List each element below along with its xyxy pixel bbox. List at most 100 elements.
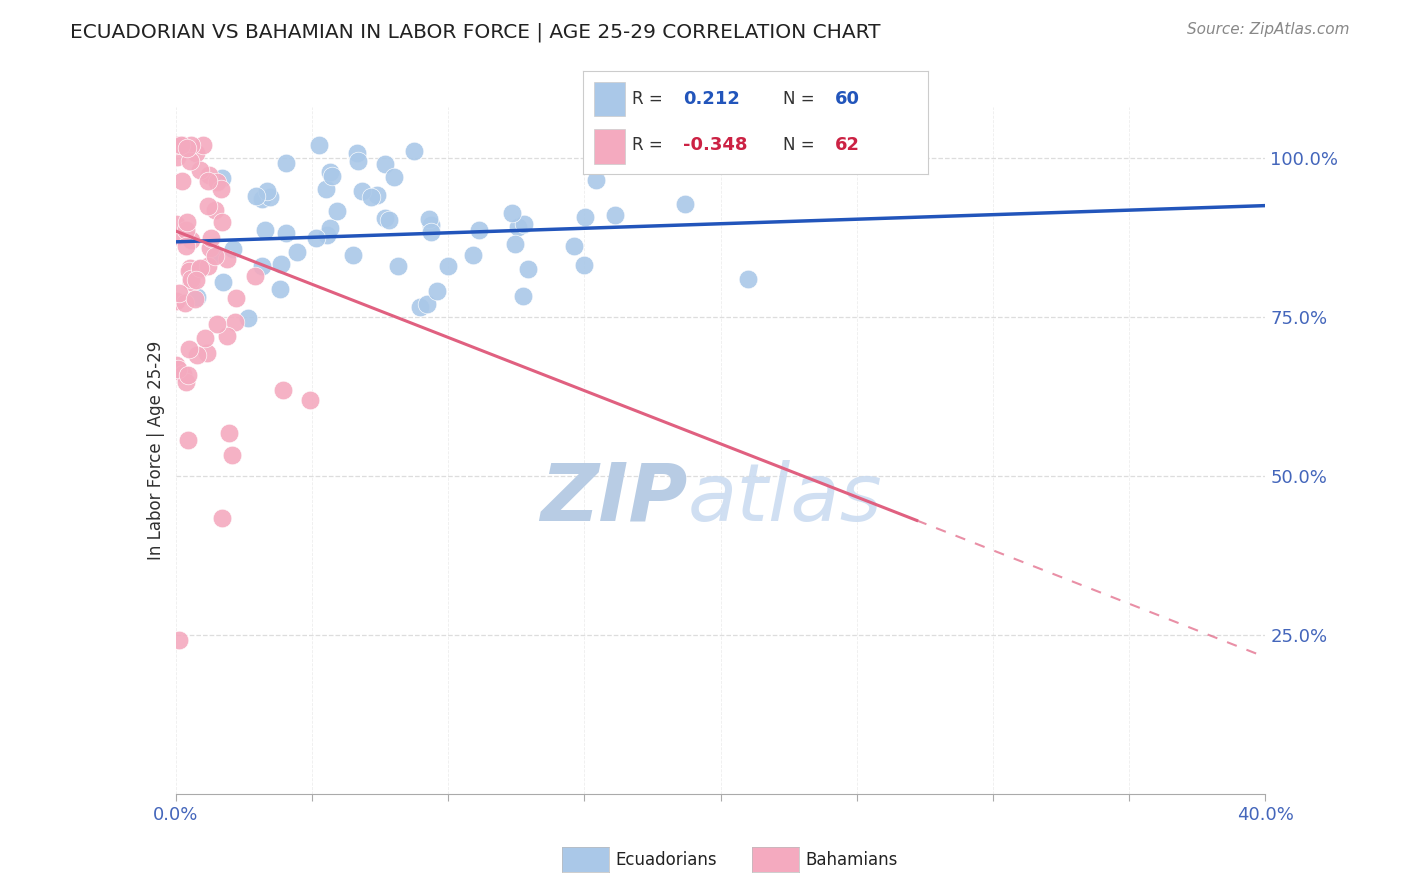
- Point: [211, 171, 233, 186]
- Point: [195, 346, 218, 360]
- Point: [513, 217, 536, 231]
- Point: [198, 168, 221, 182]
- Point: [172, 368, 194, 382]
- Point: [180, 276, 202, 290]
- Point: [165, 217, 187, 231]
- Point: [204, 247, 226, 261]
- Point: [176, 215, 198, 229]
- Point: [350, 184, 373, 198]
- Point: [270, 281, 292, 295]
- Point: [188, 162, 211, 177]
- Point: [174, 223, 197, 237]
- Point: [419, 225, 441, 239]
- Point: [179, 342, 201, 356]
- Point: [197, 259, 219, 273]
- Point: [174, 239, 197, 253]
- Point: [172, 174, 194, 188]
- Point: [574, 210, 596, 224]
- Text: Bahamians: Bahamians: [806, 851, 898, 869]
- Point: [177, 264, 200, 278]
- Point: [167, 632, 190, 647]
- Point: [325, 203, 347, 218]
- Point: [225, 292, 247, 306]
- Text: ZIP: ZIP: [540, 459, 688, 538]
- Point: [186, 348, 208, 362]
- Point: [245, 269, 267, 284]
- Text: Source: ZipAtlas.com: Source: ZipAtlas.com: [1187, 22, 1350, 37]
- Point: [252, 192, 274, 206]
- Point: [416, 297, 439, 311]
- Point: [512, 289, 534, 303]
- Point: [165, 358, 187, 372]
- Point: [211, 511, 233, 525]
- Point: [193, 138, 215, 153]
- Point: [180, 233, 202, 247]
- Point: [236, 310, 259, 325]
- Point: [501, 206, 523, 220]
- Text: R =: R =: [631, 136, 668, 154]
- Point: [224, 315, 246, 329]
- Point: [221, 448, 243, 462]
- Point: [184, 292, 207, 306]
- Point: [166, 150, 188, 164]
- Point: [205, 317, 228, 331]
- FancyBboxPatch shape: [593, 128, 624, 163]
- Text: R =: R =: [631, 90, 668, 108]
- Point: [305, 231, 328, 245]
- Point: [321, 169, 343, 184]
- Point: [420, 219, 443, 233]
- Point: [165, 294, 187, 309]
- Point: [315, 181, 337, 195]
- FancyBboxPatch shape: [593, 81, 624, 117]
- Point: [222, 242, 245, 256]
- Point: [346, 145, 368, 160]
- Point: [592, 158, 614, 172]
- Point: [197, 199, 219, 213]
- Point: [188, 261, 211, 276]
- Point: [308, 138, 330, 153]
- Point: [254, 223, 277, 237]
- Point: [211, 215, 233, 229]
- Point: [174, 375, 197, 389]
- Point: [250, 259, 273, 273]
- Point: [173, 296, 195, 310]
- Point: [245, 189, 267, 203]
- Point: [374, 157, 396, 171]
- Point: [463, 248, 485, 262]
- Text: N =: N =: [783, 90, 820, 108]
- Point: [184, 145, 207, 160]
- Point: [180, 138, 202, 153]
- Point: [176, 433, 198, 447]
- Point: [179, 154, 201, 169]
- Text: 0.212: 0.212: [683, 90, 741, 108]
- Point: [342, 247, 364, 261]
- Point: [180, 271, 202, 285]
- Point: [212, 275, 235, 289]
- Point: [209, 182, 232, 196]
- Point: [437, 259, 460, 273]
- Point: [166, 229, 188, 244]
- Point: [256, 184, 278, 198]
- Point: [426, 284, 449, 298]
- Point: [387, 259, 409, 273]
- Point: [346, 153, 368, 168]
- Point: [378, 212, 401, 227]
- Text: -0.348: -0.348: [683, 136, 748, 154]
- Point: [418, 211, 440, 226]
- Point: [259, 190, 281, 204]
- Point: [177, 368, 200, 383]
- Point: [319, 164, 342, 178]
- Point: [572, 259, 595, 273]
- Point: [198, 242, 221, 256]
- Point: [404, 144, 426, 158]
- Point: [603, 208, 626, 222]
- Point: [167, 286, 190, 301]
- Point: [675, 197, 697, 211]
- Point: [207, 176, 229, 190]
- Point: [188, 261, 211, 276]
- Point: [298, 392, 321, 407]
- Point: [276, 156, 298, 170]
- Point: [409, 300, 432, 314]
- Point: [360, 190, 382, 204]
- Text: ECUADORIAN VS BAHAMIAN IN LABOR FORCE | AGE 25-29 CORRELATION CHART: ECUADORIAN VS BAHAMIAN IN LABOR FORCE | …: [70, 22, 880, 42]
